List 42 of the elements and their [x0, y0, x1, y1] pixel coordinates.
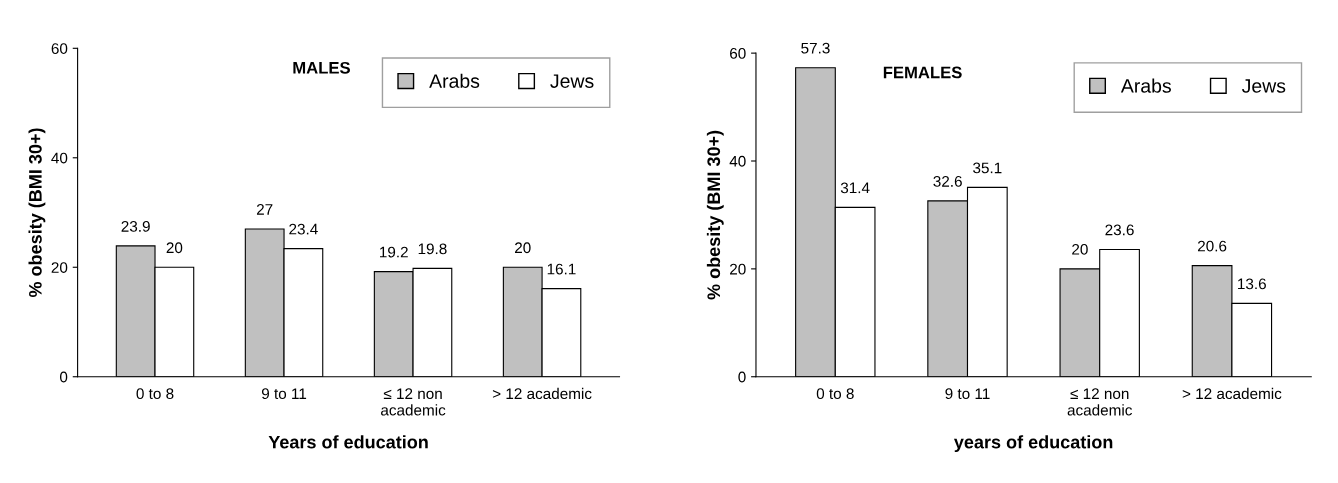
data-label: 16.1 — [547, 263, 576, 275]
legend-label: Jews — [550, 74, 594, 88]
data-label: 27 — [256, 203, 273, 215]
legend-label: Jews — [1241, 79, 1286, 93]
x-axis-title: years of education — [953, 435, 1113, 453]
data-label: 35.1 — [973, 162, 1002, 174]
data-label: 20 — [1072, 243, 1088, 255]
data-label: 19.8 — [418, 243, 447, 255]
x-tick-label: ≤ 12 non academic — [1067, 388, 1132, 416]
y-tick-label: 0 — [738, 371, 746, 383]
data-label: 20 — [515, 242, 531, 254]
legend-label: Arabs — [429, 73, 480, 88]
x-axis-title: Years of education — [268, 435, 428, 449]
data-label: 20 — [166, 242, 183, 254]
data-label: 23.4 — [289, 223, 318, 235]
y-axis-title: % obesity (BMI 30+) — [706, 130, 724, 300]
y-tick-label: 20 — [730, 263, 746, 275]
x-tick-label: 9 to 11 — [945, 388, 990, 400]
x-tick-label: 0 to 8 — [816, 388, 854, 400]
text: FEMALES — [883, 66, 962, 79]
y-tick-label: 20 — [51, 262, 68, 273]
x-tick-label: 9 to 11 — [261, 388, 307, 400]
y-tick-label: 40 — [729, 155, 746, 167]
y-tick-label: 40 — [51, 152, 68, 164]
y-tick-label: 60 — [51, 43, 68, 54]
text: MALES — [293, 61, 350, 74]
data-label: 23.6 — [1105, 224, 1134, 236]
data-label: 19.2 — [380, 246, 408, 258]
data-label: 23.9 — [121, 220, 150, 232]
data-label: 20.6 — [1197, 240, 1227, 252]
data-label: 13.6 — [1238, 278, 1266, 290]
x-tick-label: > 12 academic — [1182, 387, 1282, 400]
data-label: 57.3 — [801, 42, 830, 54]
y-axis-title: % obesity (BMI 30+) — [28, 128, 46, 298]
y-tick-label: 60 — [730, 48, 746, 59]
data-label: 32.6 — [933, 175, 962, 187]
x-tick-label: 0 to 8 — [136, 388, 174, 400]
legend-label: Arabs — [1120, 78, 1171, 93]
x-tick-label: ≤ 12 non academic — [381, 388, 446, 416]
x-tick-label: > 12 academic — [492, 387, 592, 400]
y-tick-label: 0 — [59, 371, 68, 383]
data-label: 31.4 — [840, 182, 870, 194]
